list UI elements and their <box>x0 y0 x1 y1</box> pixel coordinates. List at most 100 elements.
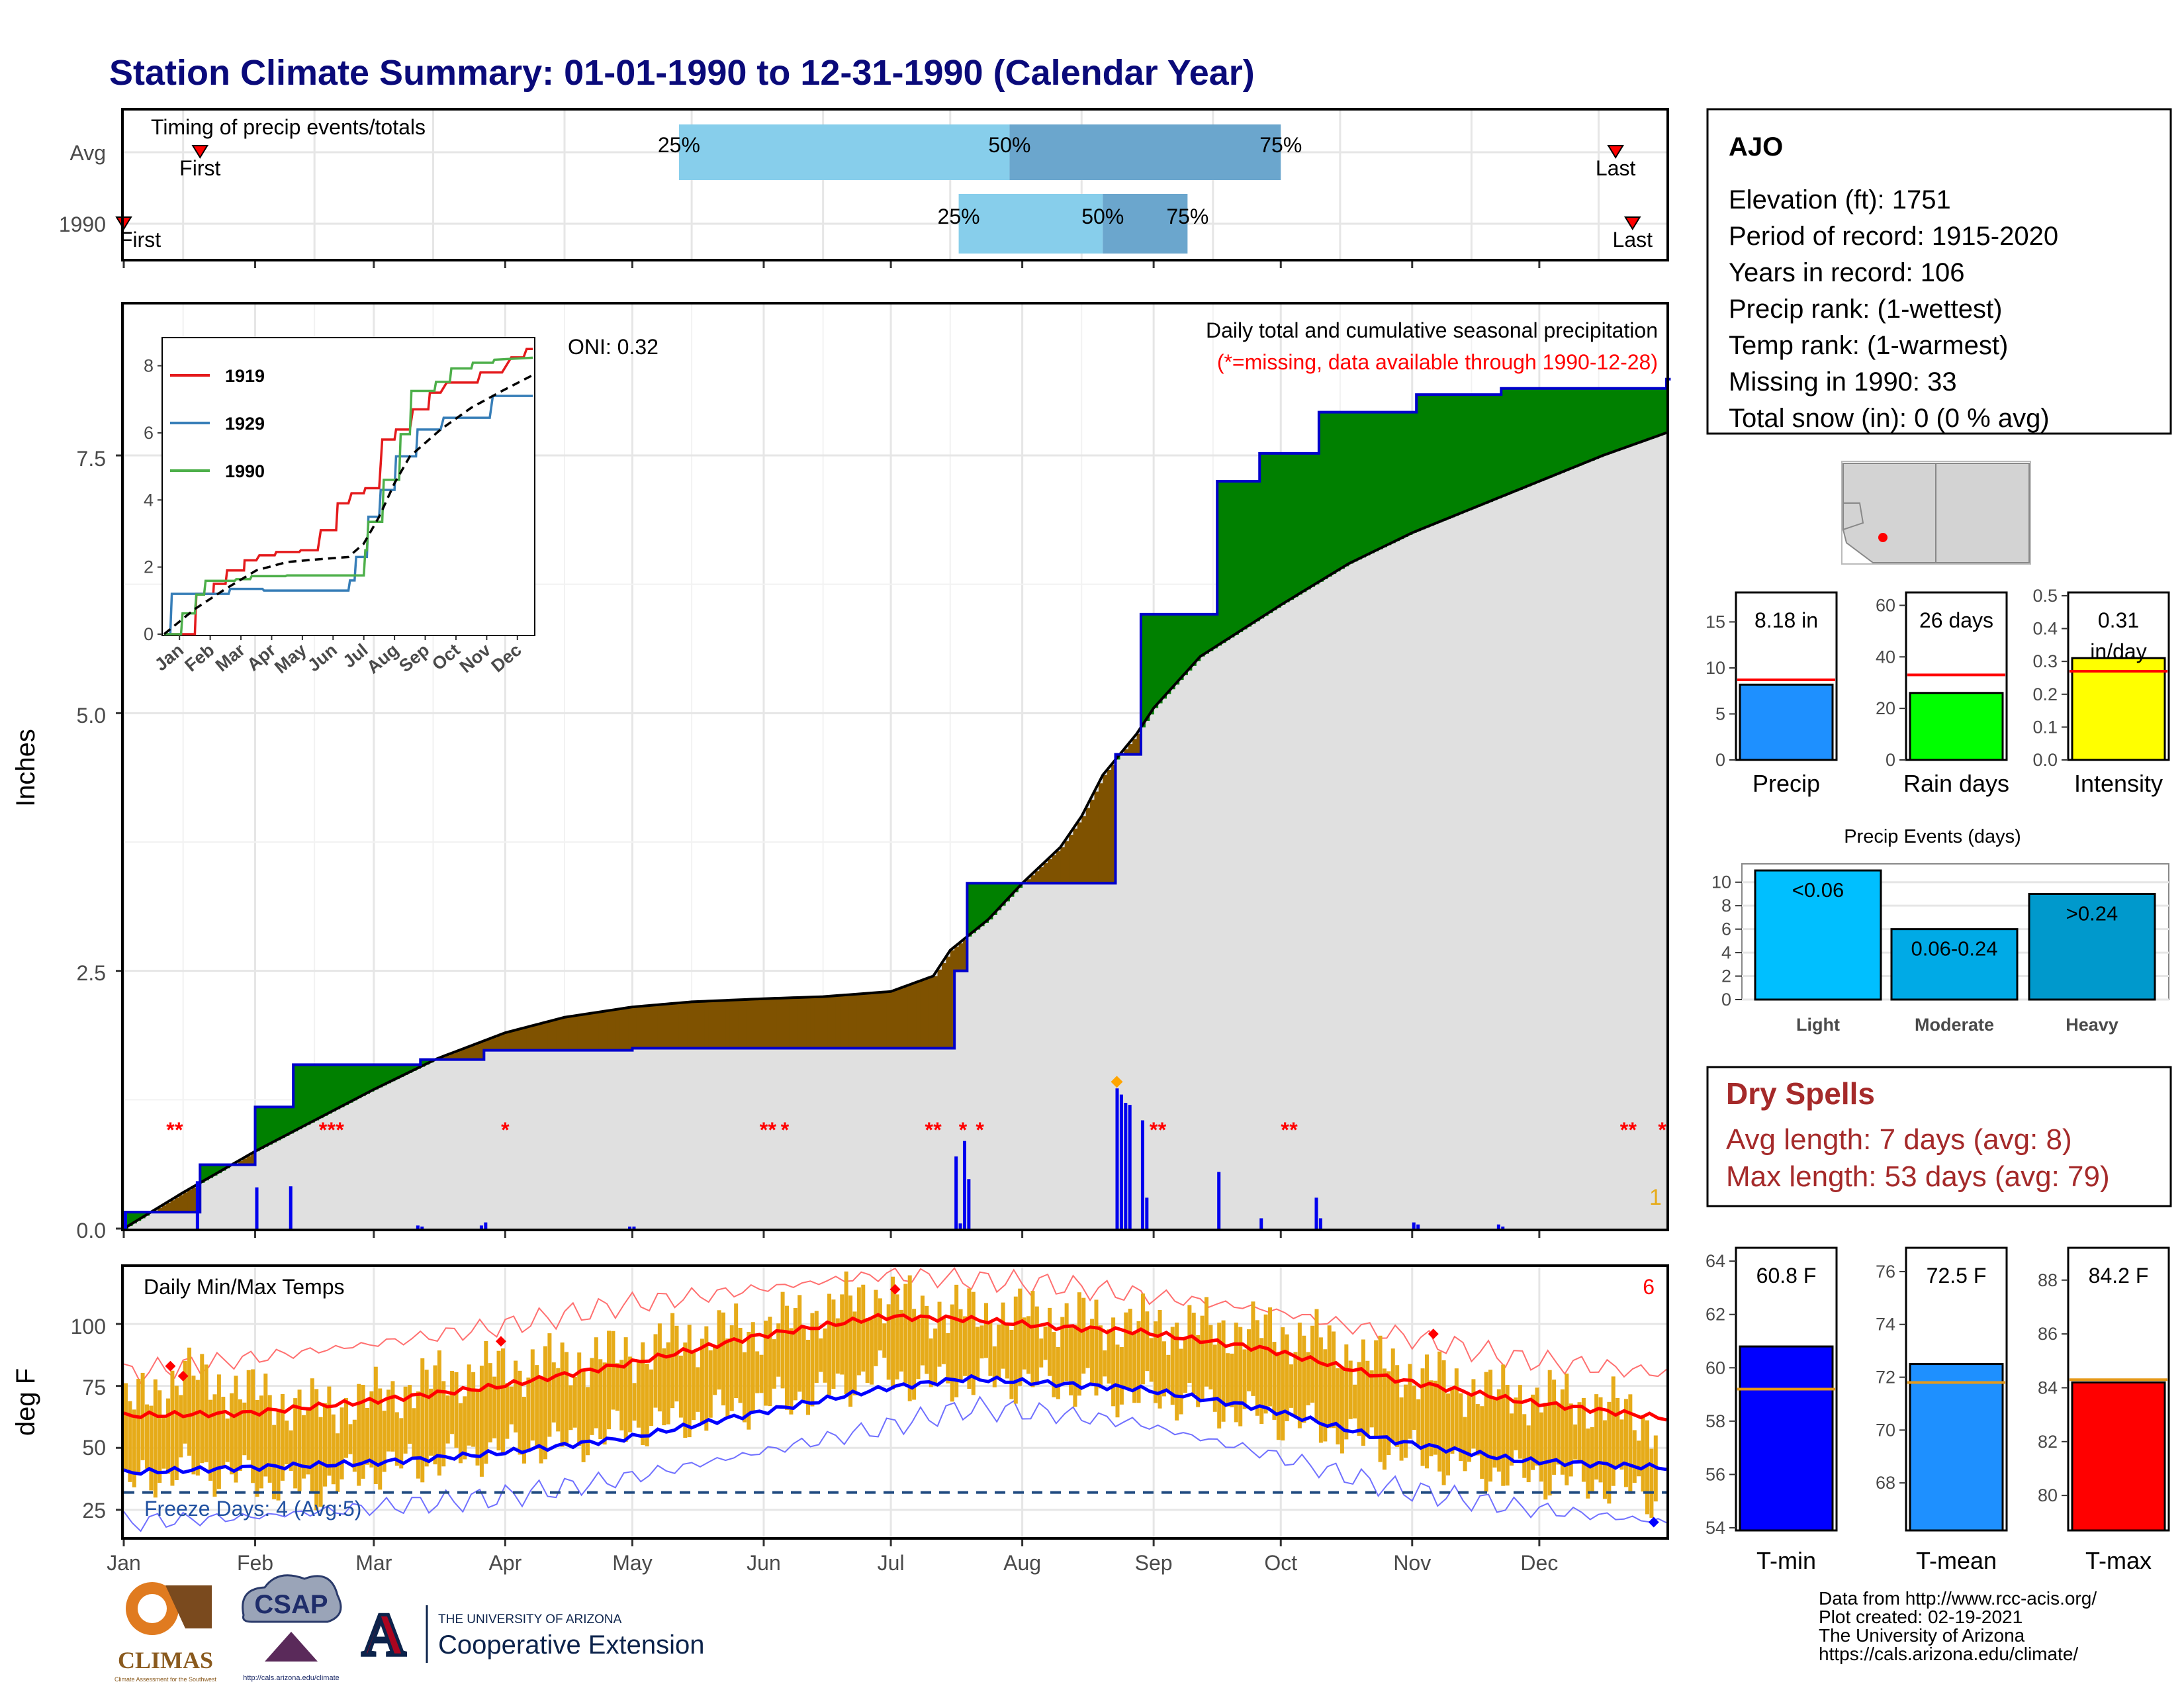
ua-extension-text: Cooperative Extension <box>438 1630 704 1660</box>
daily-temp-bar <box>1161 1341 1166 1397</box>
info-elevation: Elevation (ft): 1751 <box>1729 185 1951 214</box>
inset-line-1990 <box>164 356 533 635</box>
month-axis-label: Aug <box>1003 1551 1041 1575</box>
daily-temp-bar <box>950 1304 954 1402</box>
daily-temp-bar <box>539 1376 543 1464</box>
below-normal-fill <box>848 994 854 1049</box>
below-normal-fill <box>776 998 782 1049</box>
daily-temp-bar <box>1437 1351 1442 1472</box>
below-normal-fill <box>586 1013 591 1051</box>
daily-temp-bar <box>166 1398 171 1474</box>
daily-temp-bar <box>1001 1302 1005 1369</box>
inset-xtick: Sep <box>395 640 433 677</box>
above-normal-fill <box>1268 453 1273 614</box>
below-normal-fill <box>1098 783 1103 884</box>
above-normal-fill <box>1281 453 1286 605</box>
above-normal-fill <box>1594 388 1600 459</box>
daily-temp-bar <box>365 1407 370 1465</box>
daily-temp-bar <box>556 1368 561 1432</box>
timing-p25-label: 25% <box>658 133 700 157</box>
daily-temp-bar <box>390 1381 395 1452</box>
daily-temp-bar <box>1581 1397 1586 1482</box>
above-normal-fill <box>272 1107 277 1143</box>
inset-line-avg <box>163 374 533 635</box>
below-normal-fill <box>1090 800 1095 884</box>
last-marker-icon <box>1623 216 1641 230</box>
daily-temp-bar <box>1132 1333 1137 1403</box>
below-normal-fill <box>645 1006 650 1049</box>
daily-temp-bar <box>1649 1448 1654 1518</box>
above-normal-fill <box>997 883 1002 911</box>
below-normal-fill <box>734 1000 739 1049</box>
month-axis-label: Apr <box>488 1551 522 1575</box>
daily-temp-bar <box>1420 1368 1425 1466</box>
above-normal-fill <box>1158 614 1163 704</box>
daily-temp-bar <box>1552 1380 1557 1475</box>
below-normal-fill <box>929 977 934 1049</box>
daily-temp-bar <box>1234 1323 1238 1423</box>
above-normal-fill <box>128 1212 133 1227</box>
daily-temp-bar <box>255 1399 259 1497</box>
events-ytick: 2 <box>1721 966 1731 986</box>
daily-temp-bar <box>357 1383 361 1486</box>
daily-temp-bar <box>500 1348 505 1454</box>
daily-temp-bar <box>1535 1387 1539 1466</box>
ua-logo: A THE UNIVERSITY OF ARIZONA Cooperative … <box>360 1599 704 1670</box>
above-normal-fill <box>1140 614 1146 727</box>
temp-ytick-0: 25 <box>82 1499 106 1523</box>
below-normal-fill <box>653 1005 659 1049</box>
above-normal-fill <box>1471 395 1477 509</box>
daily-temp-bar <box>1348 1360 1353 1419</box>
summary-label-tmean: T-mean <box>1916 1547 1997 1574</box>
summary-label-tmin: T-min <box>1756 1547 1816 1574</box>
daily-temp-bar <box>742 1352 747 1423</box>
daily-precip-bar <box>1119 1094 1123 1229</box>
credit-url: https://cals.arizona.edu/climate/ <box>1819 1644 2078 1664</box>
below-normal-fill <box>1039 867 1044 884</box>
daily-temp-bar <box>1611 1376 1615 1486</box>
timing-last-label: Last <box>1613 228 1653 252</box>
daily-temp-bar <box>1318 1337 1323 1443</box>
daily-temp-bar <box>780 1291 785 1389</box>
daily-temp-bar <box>327 1386 332 1476</box>
daily-temp-bar <box>997 1325 1001 1379</box>
daily-temp-bar <box>1641 1415 1645 1492</box>
dry-spells-max: Max length: 53 days (avg: 79) <box>1726 1160 2110 1193</box>
daily-temp-bar <box>230 1393 234 1475</box>
above-normal-fill <box>136 1212 142 1221</box>
summary-ytick: 20 <box>1876 698 1895 718</box>
inset-ytick: 0 <box>144 624 154 644</box>
below-normal-fill <box>666 1004 671 1049</box>
summary-value-rain_days: 26 days <box>1919 608 1993 632</box>
daily-temp-bar <box>293 1398 298 1489</box>
above-normal-fill <box>1637 388 1642 444</box>
missing-data-marker: * <box>768 1118 777 1142</box>
events-bar-light <box>1754 869 1882 1001</box>
daily-temp-bar <box>1166 1354 1171 1391</box>
daily-temp-bar <box>170 1370 175 1486</box>
above-normal-fill <box>1154 614 1159 708</box>
below-normal-fill <box>729 1000 735 1049</box>
below-normal-fill <box>569 1016 574 1051</box>
above-normal-fill <box>1543 388 1549 480</box>
station-location-dot <box>1878 533 1888 542</box>
record-high-marker-icon <box>1428 1329 1439 1340</box>
daily-temp-bar <box>865 1318 870 1383</box>
daily-temp-bar <box>441 1381 446 1467</box>
below-normal-fill <box>1132 739 1138 755</box>
above-normal-fill <box>1658 388 1663 436</box>
above-normal-fill <box>399 1064 404 1078</box>
above-normal-fill <box>1234 481 1239 635</box>
above-normal-fill <box>1332 412 1337 575</box>
daily-temp-bar <box>1459 1393 1463 1462</box>
daily-temp-bar <box>285 1421 289 1465</box>
missing-data-marker: * <box>933 1118 942 1142</box>
daily-temp-bar <box>1255 1320 1259 1416</box>
daily-temp-bar <box>132 1409 136 1487</box>
below-normal-fill <box>763 998 768 1049</box>
below-normal-fill <box>844 995 849 1049</box>
timing-first-label: First <box>179 156 220 180</box>
daily-temp-bar <box>848 1295 853 1407</box>
below-normal-fill <box>238 1160 243 1165</box>
daily-temp-bar <box>310 1378 314 1492</box>
